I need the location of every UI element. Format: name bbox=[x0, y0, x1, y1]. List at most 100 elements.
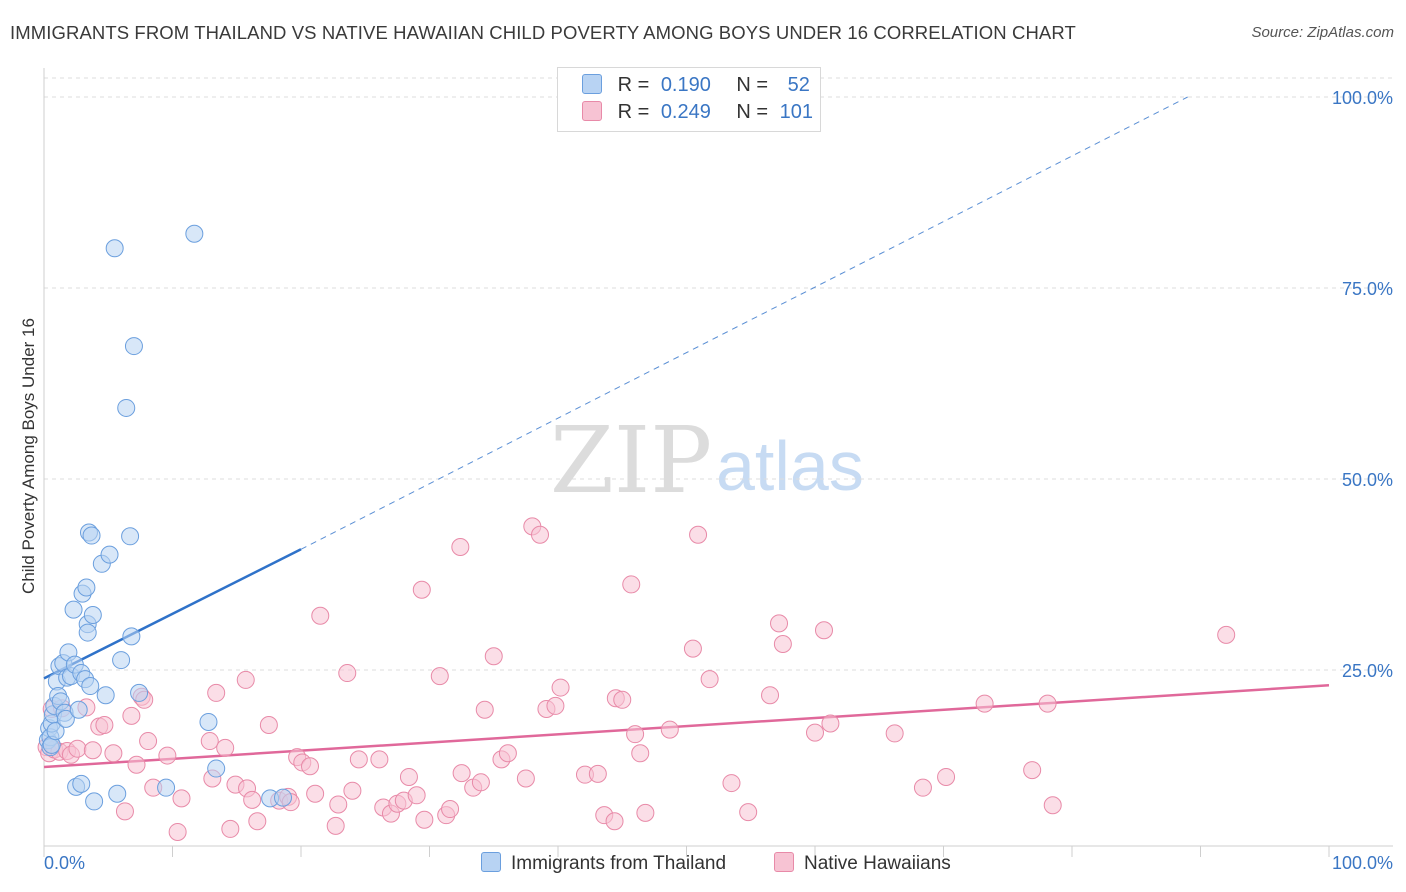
hawaiian-point bbox=[200, 732, 219, 751]
hawaiian-point bbox=[1217, 625, 1236, 644]
hawaiian-point bbox=[343, 781, 362, 800]
hawaiian-point bbox=[700, 670, 719, 689]
hawaiian-point bbox=[311, 606, 330, 625]
legend-item-hawaiian[interactable]: Native Hawaiians bbox=[774, 852, 951, 875]
hawaiian-swatch bbox=[774, 852, 794, 872]
hawaiian-point bbox=[885, 724, 904, 743]
hawaiian-point bbox=[415, 810, 434, 829]
hawaiian-point bbox=[975, 694, 994, 713]
hawaiian-point bbox=[207, 683, 226, 702]
hawaiian-point bbox=[722, 774, 741, 793]
hawaiian-point bbox=[430, 667, 449, 686]
hawaiian-point bbox=[806, 723, 824, 742]
gridlines bbox=[44, 77, 1393, 671]
axes bbox=[43, 68, 1393, 857]
thailand-point bbox=[112, 651, 131, 670]
hawaiian-point bbox=[471, 773, 490, 792]
hawaiian-point bbox=[115, 802, 134, 821]
hawaiian-point bbox=[236, 670, 255, 689]
hawaiian-point bbox=[441, 800, 460, 819]
hawaiian-point bbox=[172, 789, 191, 808]
thailand-point bbox=[105, 239, 124, 258]
thailand-point bbox=[130, 683, 149, 702]
hawaiian-point bbox=[326, 816, 345, 835]
correlation-legend: R = 0.190 N = 52 R = 0.249 N = 101 bbox=[557, 67, 821, 132]
hawaiian-point bbox=[158, 746, 177, 765]
hawaiian-point bbox=[761, 686, 780, 705]
thailand-point bbox=[121, 527, 140, 546]
hawaiian-point bbox=[407, 786, 426, 805]
thailand-point bbox=[85, 792, 104, 811]
hawaiian-point bbox=[739, 803, 758, 822]
thailand-points bbox=[38, 224, 293, 811]
hawaiian-point bbox=[68, 739, 87, 758]
watermark: ZIP atlas bbox=[550, 407, 864, 514]
thailand-point bbox=[185, 224, 204, 243]
r-label: R = bbox=[617, 74, 650, 96]
hawaiian-point bbox=[770, 614, 789, 633]
y-tick-label: 50.0% bbox=[1342, 470, 1393, 490]
hawaiian-point bbox=[683, 639, 702, 658]
thailand-point bbox=[199, 712, 218, 731]
y-tick-label: 100.0% bbox=[1332, 88, 1393, 108]
hawaiian-point bbox=[216, 738, 235, 757]
legend-row-thailand: R = 0.190 N = 52 bbox=[582, 74, 810, 97]
hawaiian-point bbox=[773, 635, 792, 654]
hawaiian-point bbox=[937, 767, 956, 786]
n-label: N = bbox=[736, 101, 769, 123]
thailand-swatch bbox=[582, 74, 602, 94]
hawaiian-point bbox=[636, 803, 655, 822]
thailand-point bbox=[77, 578, 96, 597]
thailand-point bbox=[78, 623, 97, 642]
hawaiian-point bbox=[451, 537, 470, 556]
x-tick-label-min: 0.0% bbox=[44, 853, 85, 873]
hawaiian-point bbox=[329, 795, 348, 814]
y-tick-label: 75.0% bbox=[1342, 279, 1393, 299]
r-value: 0.249 bbox=[660, 101, 711, 123]
hawaiian-point bbox=[139, 732, 158, 751]
r-label: R = bbox=[617, 101, 650, 123]
hawaiian-point bbox=[814, 621, 833, 640]
hawaiian-point bbox=[821, 714, 840, 733]
thailand-point bbox=[82, 526, 101, 545]
hawaiian-point bbox=[248, 812, 267, 831]
source-credit: Source: ZipAtlas.com bbox=[1251, 24, 1394, 41]
hawaiian-point bbox=[122, 706, 141, 725]
n-label: N = bbox=[736, 74, 769, 96]
hawaiian-point bbox=[370, 750, 389, 769]
hawaiian-point bbox=[221, 819, 240, 838]
hawaiian-point bbox=[1043, 796, 1062, 815]
hawaiian-point bbox=[626, 725, 645, 744]
thailand-point bbox=[69, 700, 88, 719]
hawaiian-point bbox=[83, 741, 102, 760]
thailand-point bbox=[72, 774, 91, 793]
legend-label-hawaiian: Native Hawaiians bbox=[804, 853, 951, 874]
thailand-point bbox=[56, 709, 75, 728]
hawaiian-point bbox=[605, 812, 624, 831]
hawaiian-point bbox=[613, 690, 632, 709]
hawaiian-point bbox=[1038, 694, 1057, 713]
hawaiian-point bbox=[631, 744, 650, 763]
thailand-point bbox=[157, 778, 176, 797]
hawaiian-point bbox=[475, 700, 494, 719]
hawaiian-point bbox=[531, 525, 550, 544]
thailand-trend-line bbox=[43, 548, 302, 680]
hawaiian-point bbox=[259, 716, 278, 735]
hawaiian-point bbox=[412, 580, 431, 599]
hawaiian-point bbox=[104, 744, 123, 763]
hawaiian-point bbox=[349, 750, 368, 769]
trend-lines bbox=[43, 96, 1330, 769]
hawaiian-point bbox=[689, 525, 708, 544]
thailand-point bbox=[124, 337, 143, 356]
n-value: 101 bbox=[779, 101, 813, 123]
hawaiian-point bbox=[516, 769, 535, 788]
hawaiian-point bbox=[498, 744, 517, 763]
legend-label-thailand: Immigrants from Thailand bbox=[511, 853, 727, 874]
hawaiian-point bbox=[913, 778, 932, 797]
y-axis-label: Child Poverty Among Boys Under 16 bbox=[19, 318, 38, 594]
legend-item-thailand[interactable]: Immigrants from Thailand bbox=[481, 852, 726, 875]
hawaiian-point bbox=[660, 720, 679, 739]
hawaiian-point bbox=[243, 790, 262, 809]
hawaiian-point bbox=[127, 755, 146, 774]
thailand-point bbox=[100, 545, 119, 564]
